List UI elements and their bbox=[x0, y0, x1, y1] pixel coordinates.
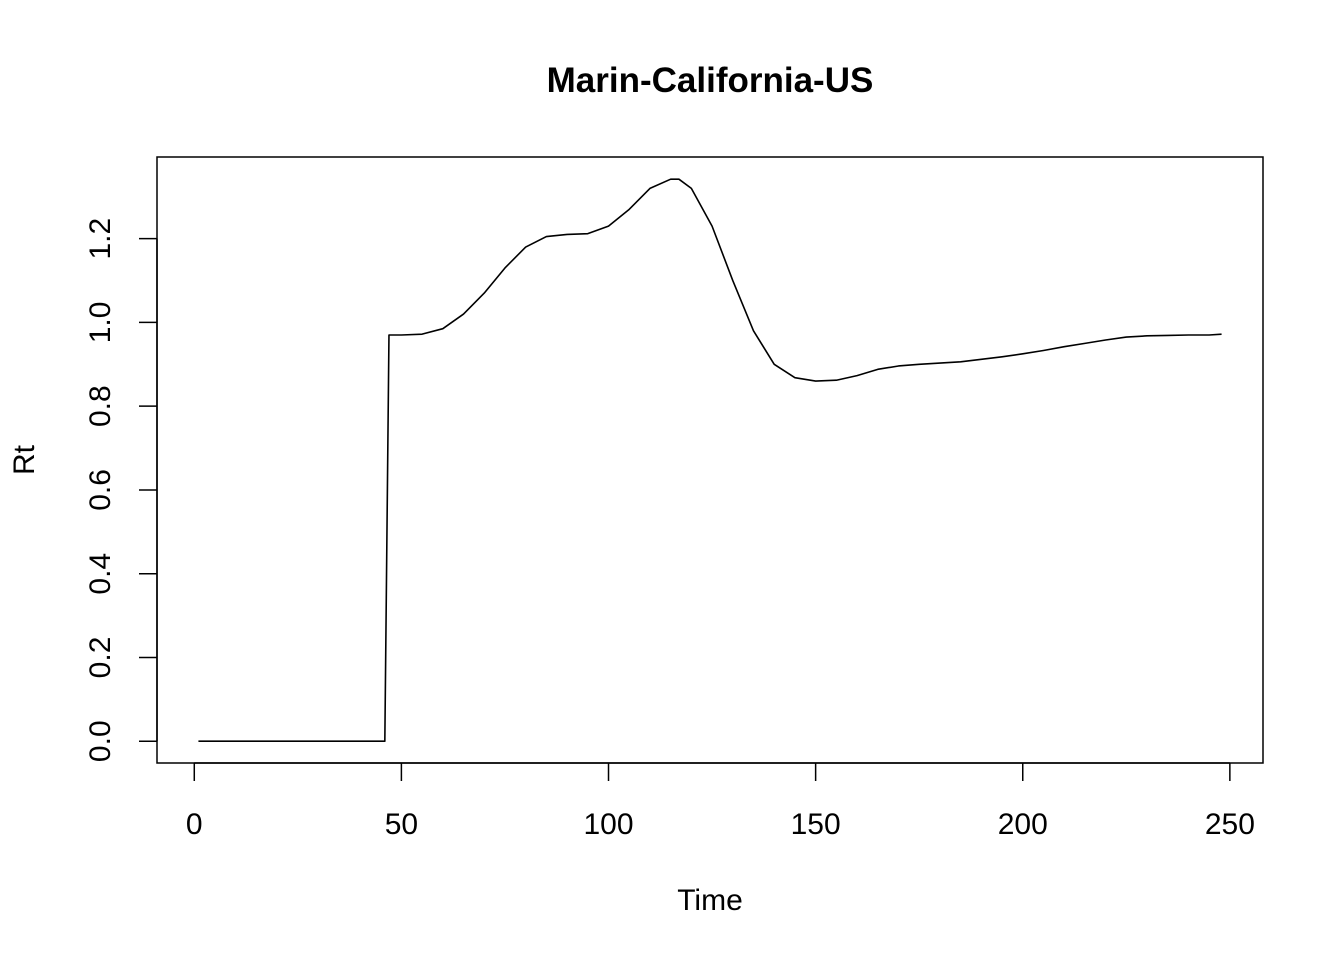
chart-title: Marin-California-US bbox=[547, 61, 874, 100]
x-tick-label: 150 bbox=[791, 808, 841, 841]
x-axis-label: Time bbox=[677, 884, 743, 917]
y-tick-label: 0.4 bbox=[84, 553, 117, 595]
x-tick-label: 100 bbox=[583, 808, 633, 841]
y-tick-label: 1.2 bbox=[84, 218, 117, 260]
x-tick-label: 0 bbox=[186, 808, 203, 841]
x-axis: 0 50 100 150 200 250 bbox=[186, 762, 1255, 841]
x-tick-label: 50 bbox=[385, 808, 418, 841]
y-tick-label: 0.2 bbox=[84, 637, 117, 679]
y-tick-label: 0.0 bbox=[84, 720, 117, 762]
plot-frame bbox=[156, 156, 1264, 764]
series-line-rt bbox=[198, 178, 1222, 743]
y-axis: 0.0 0.2 0.4 0.6 0.8 1.0 1.2 bbox=[84, 218, 158, 762]
y-tick-label: 1.0 bbox=[84, 302, 117, 344]
y-axis-label: Rt bbox=[8, 444, 41, 475]
y-tick-label: 0.6 bbox=[84, 469, 117, 511]
y-tick-label: 0.8 bbox=[84, 385, 117, 427]
x-tick-label: 250 bbox=[1205, 808, 1255, 841]
x-tick-label: 200 bbox=[998, 808, 1048, 841]
